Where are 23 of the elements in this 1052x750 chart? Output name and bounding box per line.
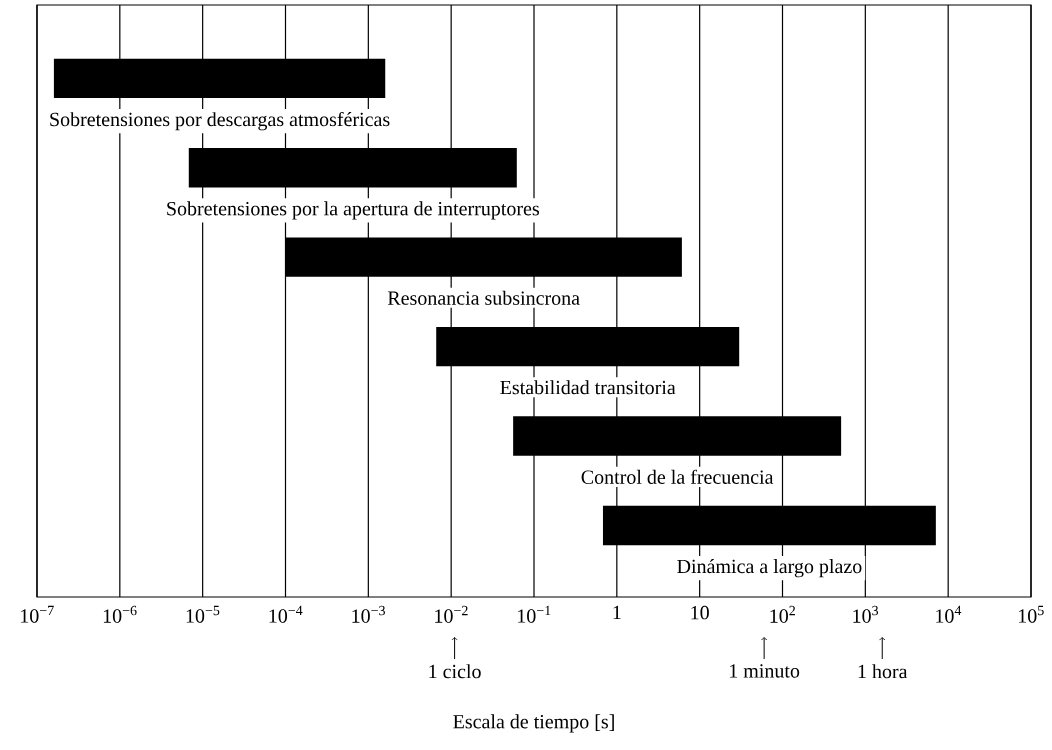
x-tick-label: 10$^{−2}$: [435, 605, 468, 623]
x-tick-label: 10$^{−4}$: [269, 605, 303, 623]
x-tick-label: 10$^{−1}$: [518, 605, 551, 623]
x-tick-label: 10$^{−7}$: [21, 605, 54, 623]
y-tick-label: Sobretensiones por descargas atmosféricas: [50, 111, 390, 131]
ref-line-label: 1 hora: [858, 664, 908, 679]
x-tick-label: 10$^{4}$: [936, 605, 962, 623]
x-tick-label: 10$^{−6}$: [103, 605, 137, 623]
x-tick-label: 10$^{−5}$: [186, 605, 220, 623]
x-tick-label: 10$^{3}$: [853, 605, 879, 623]
y-tick-label: Control de la frecuencia: [581, 469, 774, 484]
x-tick-label: 10: [691, 605, 709, 620]
x-axis-title: Escala de tiempo [s]: [453, 714, 614, 733]
y-tick-label: Sobretensiones por la apertura de interruptores: [167, 201, 539, 220]
x-tick-label: 10$^{−3}$: [352, 605, 385, 623]
y-tick-label: Dinámica a largo plazo: [677, 559, 862, 578]
x-tick-label: 1: [613, 605, 621, 620]
x-tick-label: 10$^{2}$: [770, 605, 795, 623]
y-tick-label: Resonancia subsincrona: [387, 290, 580, 305]
x-tick-label: 10$^{5}$: [1019, 605, 1044, 623]
ref-line-label: 1 minuto: [730, 664, 800, 678]
ref-line-label: 1 ciclo: [429, 664, 481, 679]
y-tick-label: Estabilidad transitoria: [500, 380, 676, 395]
